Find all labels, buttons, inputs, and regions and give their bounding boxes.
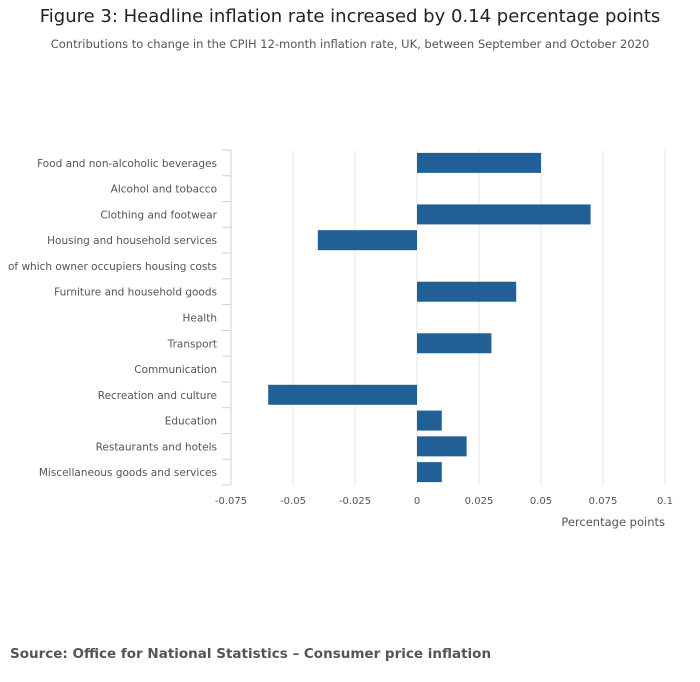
bar <box>417 152 541 173</box>
x-tick-label: 0.025 <box>465 496 494 507</box>
category-label: Restaurants and hotels <box>96 441 217 453</box>
category-label: Education <box>165 416 217 428</box>
x-tick-label: -0.05 <box>280 496 306 507</box>
chart-subtitle: Contributions to change in the CPIH 12-m… <box>50 37 650 51</box>
x-tick-label: -0.025 <box>339 496 371 507</box>
x-axis-title: Percentage points <box>561 515 665 529</box>
bar <box>417 333 492 354</box>
bar <box>417 281 517 302</box>
category-label: Recreation and culture <box>98 390 217 402</box>
category-label: Communication <box>134 364 217 376</box>
bar <box>417 410 442 431</box>
category-label: Miscellaneous goods and services <box>39 467 217 479</box>
category-label: Food and non-alcoholic beverages <box>37 158 217 170</box>
x-tick-label: -0.075 <box>215 496 247 507</box>
bar-chart: Food and non-alcoholic beverages Alcohol … <box>8 149 673 529</box>
category-label: Transport <box>167 338 217 350</box>
bars <box>268 152 591 483</box>
source-note: Source: Office for National Statistics –… <box>10 646 492 662</box>
category-label: Housing and household services <box>47 235 217 247</box>
bar <box>268 384 417 405</box>
bar <box>417 462 442 483</box>
category-label: of which owner occupiers housing costs <box>8 261 217 273</box>
y-axis <box>222 149 232 486</box>
category-label: Health <box>183 313 217 325</box>
bar <box>417 204 591 225</box>
gridlines <box>292 150 666 485</box>
x-tick-label: 0.075 <box>589 496 618 507</box>
bar <box>417 436 467 457</box>
category-label: Alcohol and tobacco <box>111 184 217 196</box>
chart-title: Figure 3: Headline inflation rate increa… <box>39 6 661 27</box>
category-labels: Food and non-alcoholic beverages Alcohol … <box>8 158 218 479</box>
x-tick-label: 0.1 <box>657 496 673 507</box>
x-tick-label: 0 <box>414 496 420 507</box>
x-tick-label: 0.05 <box>530 496 552 507</box>
category-label: Clothing and footwear <box>100 209 217 221</box>
bar <box>317 230 417 251</box>
category-label: Furniture and household goods <box>54 287 217 299</box>
x-tick-labels: -0.075 -0.05 -0.025 0 0.025 0.05 0.075 0.1 <box>215 496 673 507</box>
